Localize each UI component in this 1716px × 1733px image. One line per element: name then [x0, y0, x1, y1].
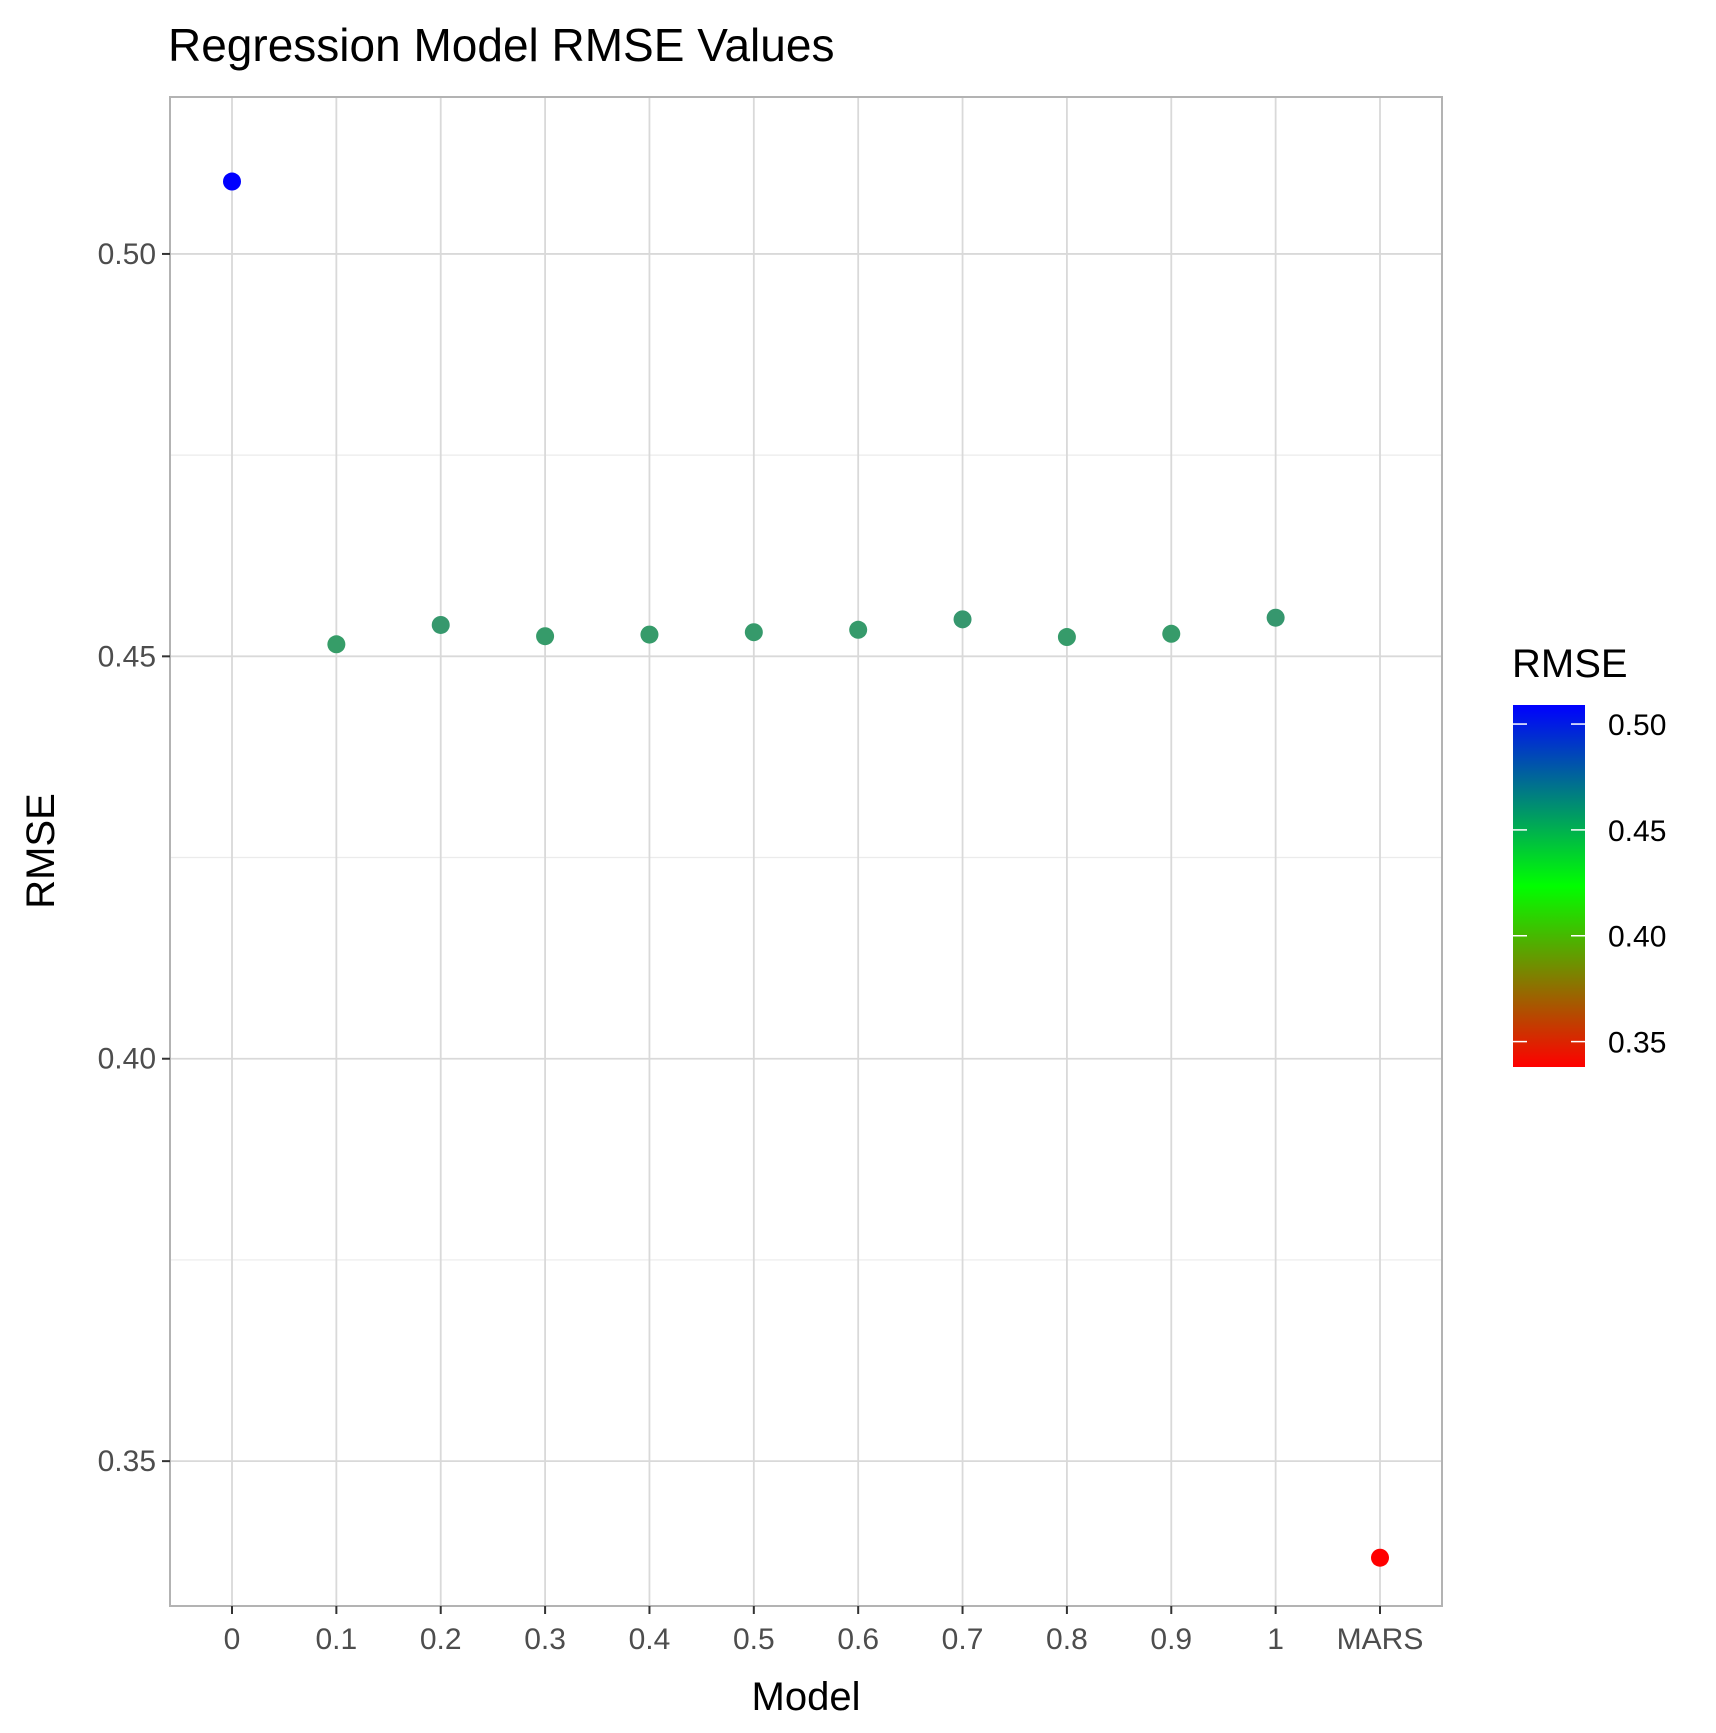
- legend: RMSE 0.35 0.40 0.45 0.50: [1512, 642, 1666, 1067]
- data-point: [953, 610, 972, 629]
- data-point: [431, 615, 450, 634]
- legend-tick-label: 0.35: [1608, 1027, 1666, 1060]
- x-tick-label: 0: [224, 1623, 241, 1656]
- y-tick-label: 0.35: [98, 1445, 156, 1478]
- legend-title: RMSE: [1512, 642, 1628, 686]
- data-point: [1057, 628, 1076, 647]
- chart-title: Regression Model RMSE Values: [168, 19, 834, 71]
- data-point: [1371, 1548, 1389, 1567]
- data-point: [640, 625, 659, 644]
- data-point: [1162, 624, 1181, 643]
- legend-tick-label: 0.50: [1608, 709, 1666, 742]
- data-point: [327, 635, 346, 654]
- x-tick-label: 0.7: [942, 1623, 984, 1656]
- x-axis-ticks: 0 0.1 0.2 0.3 0.4 0.5 0.6 0.7 0.8 0.9 1 MARS: [224, 1606, 1424, 1656]
- legend-ticks: 0.35 0.40 0.45 0.50: [1513, 709, 1666, 1060]
- x-tick-label: 0.5: [733, 1623, 775, 1656]
- data-point: [744, 623, 763, 642]
- x-tick-label: 0.1: [316, 1623, 358, 1656]
- x-tick-label: 0.9: [1150, 1623, 1192, 1656]
- panel-border: [169, 96, 1443, 1607]
- legend-tick-label: 0.45: [1608, 815, 1666, 848]
- y-axis-ticks: 0.35 0.40 0.45 0.50: [98, 238, 170, 1478]
- x-tick-label: 1: [1267, 1623, 1284, 1656]
- data-point: [223, 172, 241, 191]
- x-tick-label: 0.4: [629, 1623, 671, 1656]
- y-axis-title: RMSE: [19, 793, 63, 909]
- y-tick-label: 0.40: [98, 1043, 156, 1076]
- data-point: [849, 620, 868, 639]
- x-axis-title: Model: [752, 1675, 861, 1719]
- legend-tick-label: 0.40: [1608, 921, 1666, 954]
- y-tick-label: 0.45: [98, 640, 156, 673]
- data-points: [223, 172, 1389, 1567]
- y-tick-label: 0.50: [98, 238, 156, 271]
- x-tick-label: 0.3: [524, 1623, 566, 1656]
- grid-minor: [170, 454, 1442, 1261]
- x-tick-label: 0.8: [1046, 1623, 1088, 1656]
- data-point: [536, 627, 555, 646]
- x-tick-label: 0.6: [837, 1623, 879, 1656]
- x-tick-label: MARS: [1337, 1623, 1424, 1656]
- colorbar: [1513, 705, 1585, 1067]
- data-point: [1266, 608, 1285, 627]
- grid-major: [170, 97, 1442, 1606]
- x-tick-label: 0.2: [420, 1623, 462, 1656]
